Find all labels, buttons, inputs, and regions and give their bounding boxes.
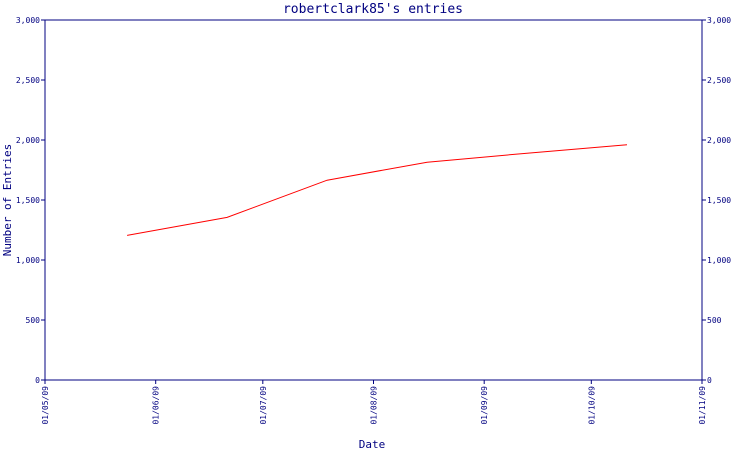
x-tick-label: 01/09/09	[480, 386, 489, 425]
y-tick-label-right: 3,000	[707, 16, 731, 25]
y-tick-label: 1,000	[16, 256, 40, 265]
y-tick-label: 2,500	[16, 76, 40, 85]
x-axis-label: Date	[359, 438, 386, 450]
y-tick-label: 1,500	[16, 196, 40, 205]
y-tick-label-right: 2,000	[707, 136, 731, 145]
plot-frame	[44, 19, 703, 381]
y-tick-label: 0	[35, 376, 40, 385]
y-tick-label-right: 0	[707, 376, 712, 385]
series	[127, 144, 628, 236]
x-tick-label: 01/10/09	[587, 386, 596, 425]
y-tick-label-right: 1,000	[707, 256, 731, 265]
y-tick-label-right: 2,500	[707, 76, 731, 85]
ticks: 0 0 500 500 1,000 1,000 1,500 1,500 2,000 2,000 2,…	[16, 16, 731, 425]
y-tick-label: 500	[26, 316, 41, 325]
x-tick-label: 01/08/09	[370, 386, 379, 425]
y-axis-label: Number of Entries	[1, 144, 14, 257]
y-tick-label-right: 500	[707, 316, 722, 325]
x-tick-label: 01/06/09	[152, 386, 161, 425]
y-tick-label-right: 1,500	[707, 196, 731, 205]
chart-title: robertclark85's entries	[283, 2, 463, 17]
x-tick-label: 01/07/09	[259, 386, 268, 425]
series-line	[127, 144, 628, 236]
y-tick-label: 3,000	[16, 16, 40, 25]
x-tick-label: 01/11/09	[698, 386, 707, 425]
x-tick-label: 01/05/09	[41, 386, 50, 425]
axes	[44, 19, 703, 381]
y-tick-label: 2,000	[16, 136, 40, 145]
